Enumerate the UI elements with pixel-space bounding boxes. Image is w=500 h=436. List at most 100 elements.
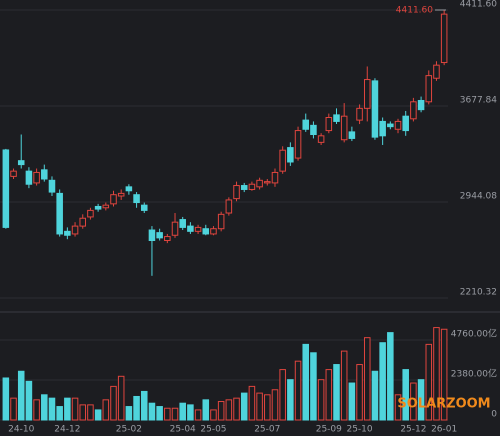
volume-tick-label: 4760.00亿: [451, 328, 497, 340]
volume-bar: [194, 409, 202, 421]
candle-body: [379, 120, 386, 137]
candle-body: [110, 194, 117, 205]
volume-bar: [2, 377, 10, 421]
x-tick-label: 25-10: [346, 425, 372, 435]
candle-body: [140, 204, 148, 211]
volume-bar: [248, 385, 256, 421]
volume-bar: [48, 397, 56, 421]
candle-body: [317, 135, 325, 143]
volume-bar: [87, 404, 94, 421]
candle-body: [310, 124, 317, 136]
volume-bar: [33, 399, 40, 421]
volume-bar: [433, 327, 440, 421]
volume-bar: [187, 404, 194, 421]
candle-body: [71, 225, 79, 235]
candle-body: [264, 181, 271, 184]
volume-bar: [294, 360, 302, 421]
candle-body: [25, 170, 33, 185]
volume-tick-label: 0: [491, 410, 497, 420]
candle-body: [87, 209, 94, 218]
candle-body: [248, 183, 256, 190]
candle-body: [94, 205, 102, 210]
volume-bar: [371, 370, 379, 421]
volume-bar: [264, 394, 271, 421]
volume-bar: [71, 397, 79, 421]
candle-body: [356, 107, 363, 121]
x-tick-label: 25-07: [254, 425, 280, 435]
volume-bar: [402, 369, 409, 421]
candle-body: [171, 221, 179, 236]
candle-body: [294, 130, 302, 159]
watermark: SOLARZOOM: [397, 397, 490, 412]
volume-bar: [310, 352, 317, 421]
volume-bar: [140, 390, 148, 421]
candle-body: [210, 228, 217, 235]
volume-bar: [94, 409, 102, 421]
volume-bar: [425, 343, 433, 421]
price-tick-label: 2944.08: [460, 192, 497, 202]
candle-body: [194, 226, 202, 232]
candle-body: [387, 123, 394, 128]
volume-bar: [125, 406, 133, 421]
x-tick-label: 25-05: [200, 425, 226, 435]
volume-bar: [417, 379, 425, 421]
candle-body: [17, 160, 25, 166]
candle-body: [302, 119, 310, 130]
volume-bar: [317, 379, 325, 421]
candle-body: [333, 114, 340, 122]
candle-body: [371, 80, 379, 138]
volume-bar: [410, 382, 417, 421]
volume-bar: [356, 364, 363, 421]
candle-body: [48, 179, 56, 193]
candle-body: [64, 230, 71, 236]
volume-bar: [110, 385, 117, 421]
candle-body: [125, 186, 133, 192]
volume-bar: [156, 406, 163, 421]
volume-bar: [25, 380, 33, 421]
candle-body: [348, 131, 356, 139]
volume-bar: [41, 394, 48, 421]
volume-bar: [379, 342, 386, 421]
candle-body: [325, 116, 333, 132]
candle-body: [33, 171, 40, 184]
candle-body: [240, 185, 248, 190]
volume-bar: [102, 399, 110, 421]
volume-bar: [225, 399, 233, 421]
volume-bar: [440, 328, 448, 421]
x-tick-label: 25-09: [316, 425, 342, 435]
candle-body: [148, 229, 156, 241]
candle-body: [233, 185, 240, 200]
x-tick-label: 25-02: [116, 425, 142, 435]
volume-bar: [302, 343, 310, 421]
volume-bar: [202, 399, 210, 421]
volume-bar: [117, 375, 125, 421]
candle-body: [417, 99, 425, 111]
volume-bar: [348, 382, 356, 421]
candle-body: [340, 115, 348, 141]
price-tick-label: 2210.32: [460, 288, 497, 298]
candle-body: [2, 149, 10, 228]
x-tick-label: 24-10: [8, 425, 34, 435]
volume-bar: [133, 395, 140, 421]
volume-bar: [79, 404, 87, 421]
candle-body: [117, 192, 125, 197]
candle-body: [433, 64, 440, 79]
x-tick-label: 24-12: [54, 425, 80, 435]
candle-body: [279, 149, 286, 172]
candle-body: [179, 219, 186, 228]
candle-body: [225, 199, 233, 214]
volume-bar: [10, 397, 17, 421]
volume-bar: [394, 394, 402, 421]
candle-body: [156, 232, 163, 239]
volume-bar: [325, 369, 333, 421]
x-tick-label: 25-04: [170, 425, 196, 435]
volume-bar: [17, 370, 25, 421]
candle-body: [187, 225, 194, 232]
candle-body: [271, 171, 279, 184]
volume-bar: [210, 409, 217, 421]
volume-bar: [56, 406, 63, 421]
price-tick-label: 4411.60: [460, 0, 497, 9]
candle-body: [202, 228, 210, 235]
high-label: 4411.60: [396, 5, 433, 15]
